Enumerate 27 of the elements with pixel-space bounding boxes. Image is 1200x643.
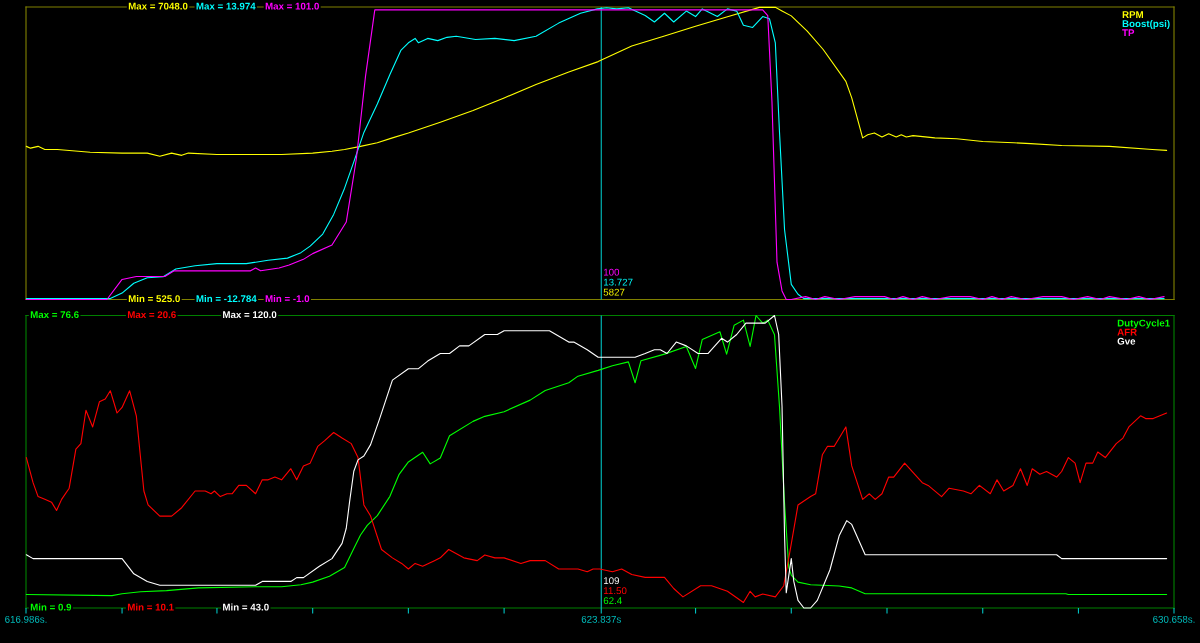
text: DutyCycle1 [1117,319,1170,329]
annotation: 13.727 [604,278,633,286]
text: Gve [1117,337,1136,345]
y3-tick-label: Max = 120.0 [223,311,277,319]
y3-tick-label: Min = -1.0 [265,294,310,303]
y3-tick-label: Max = 101.0 [265,2,319,10]
x-tick-label: 630.658s. [1153,615,1195,623]
annotation: 109 [604,577,620,585]
y-tick-label: Min = 525.0 [128,294,180,303]
text: TP [1122,29,1135,37]
y2-tick-label: Max = 20.6 [127,311,176,319]
annotation: 11.50 [604,587,627,595]
annotation: 62.4 [603,597,622,605]
y3-tick-label: Min = 43.0 [223,603,269,611]
y-tick-label: Max = 7048.0 [128,2,188,10]
y2-tick-label: Max = 13.974 [196,2,256,10]
y-tick-label: Max = 76.6 [30,311,79,319]
y2-tick-label: Min = -12.784 [196,294,257,303]
text: Boost(psi) [1122,19,1170,30]
x-tick-label: 616.986s. [5,615,47,623]
annotation: 100 [604,268,620,276]
y-tick-label: Min = 0.9 [30,603,72,611]
y2-tick-label: Min = 10.1 [127,603,174,611]
x-tick-label: 623.837s [581,615,621,623]
annotation: 5827 [603,288,625,296]
text: RPM [1122,11,1143,18]
text: AFR [1117,328,1137,336]
